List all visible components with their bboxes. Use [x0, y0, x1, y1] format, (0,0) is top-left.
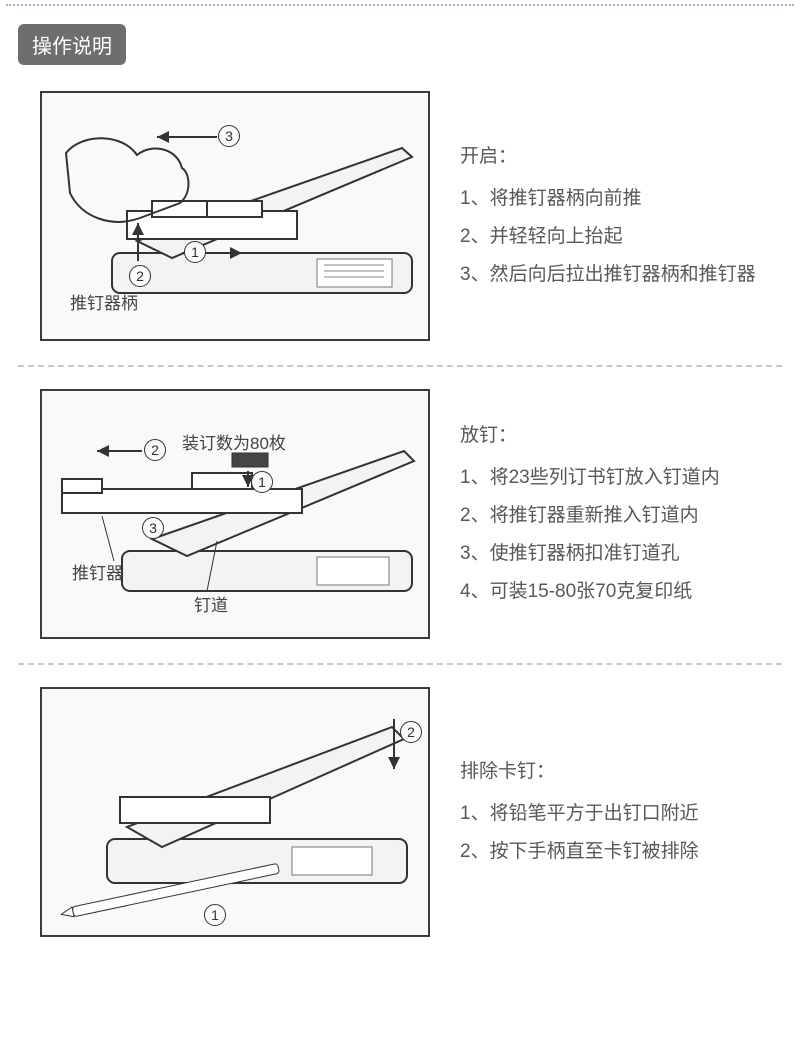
instructions-open-step1: 1、将推钉器柄向前推 [460, 180, 778, 218]
instructions-open-title: 开启： [460, 138, 778, 176]
diagram-jam: 1 2 [40, 687, 430, 937]
section-divider-1 [18, 365, 782, 367]
diagram-jam-num1: 1 [204, 904, 226, 926]
diagram-open-num2: 2 [129, 265, 151, 287]
diagram-open-num3: 3 [218, 125, 240, 147]
diagram-open: 3 2 1 推钉器柄 [40, 91, 430, 341]
diagram-load-label-channel: 钉道 [194, 591, 228, 616]
section-jam: 1 2 排除卡钉： 1、将铅笔平方于出钉口附近 2、按下手柄直至卡钉被排除 [0, 667, 800, 959]
section-load: 2 1 3 装订数为80枚 推钉器 钉道 放钉： 1、将23些列订书钉放入钉道内… [0, 369, 800, 661]
instructions-open: 开启： 1、将推钉器柄向前推 2、并轻轻向上抬起 3、然后向后拉出推钉器柄和推钉… [460, 138, 778, 294]
diagram-load-label-capacity: 装订数为80枚 [182, 429, 286, 454]
section-divider-2 [18, 663, 782, 665]
instructions-load-step1: 1、将23些列订书钉放入钉道内 [460, 459, 778, 497]
diagram-load-num1: 1 [251, 471, 273, 493]
instructions-jam: 排除卡钉： 1、将铅笔平方于出钉口附近 2、按下手柄直至卡钉被排除 [460, 753, 778, 871]
top-dotted-rule [6, 4, 794, 14]
diagram-jam-num2: 2 [400, 721, 422, 743]
diagram-open-num1: 1 [184, 241, 206, 263]
diagram-jam-svg [42, 689, 432, 939]
instructions-jam-step2: 2、按下手柄直至卡钉被排除 [460, 833, 778, 871]
instructions-jam-title: 排除卡钉： [460, 753, 778, 791]
diagram-load-num2: 2 [144, 439, 166, 461]
instructions-open-step3: 3、然后向后拉出推钉器柄和推钉器 [460, 256, 778, 294]
instructions-open-step2: 2、并轻轻向上抬起 [460, 218, 778, 256]
diagram-open-label-handle: 推钉器柄 [70, 289, 138, 314]
instructions-load: 放钉： 1、将23些列订书钉放入钉道内 2、将推钉器重新推入钉道内 3、使推钉器… [460, 417, 778, 611]
diagram-load-num3: 3 [142, 517, 164, 539]
instructions-load-step3: 3、使推钉器柄扣准钉道孔 [460, 535, 778, 573]
section-open: 3 2 1 推钉器柄 开启： 1、将推钉器柄向前推 2、并轻轻向上抬起 3、然后… [0, 71, 800, 363]
diagram-load-label-pusher: 推钉器 [72, 559, 123, 584]
instructions-jam-step1: 1、将铅笔平方于出钉口附近 [460, 795, 778, 833]
diagram-load: 2 1 3 装订数为80枚 推钉器 钉道 [40, 389, 430, 639]
instructions-load-step2: 2、将推钉器重新推入钉道内 [460, 497, 778, 535]
instructions-load-title: 放钉： [460, 417, 778, 455]
instructions-load-step4: 4、可装15-80张70克复印纸 [460, 573, 778, 611]
header-badge: 操作说明 [18, 24, 126, 65]
